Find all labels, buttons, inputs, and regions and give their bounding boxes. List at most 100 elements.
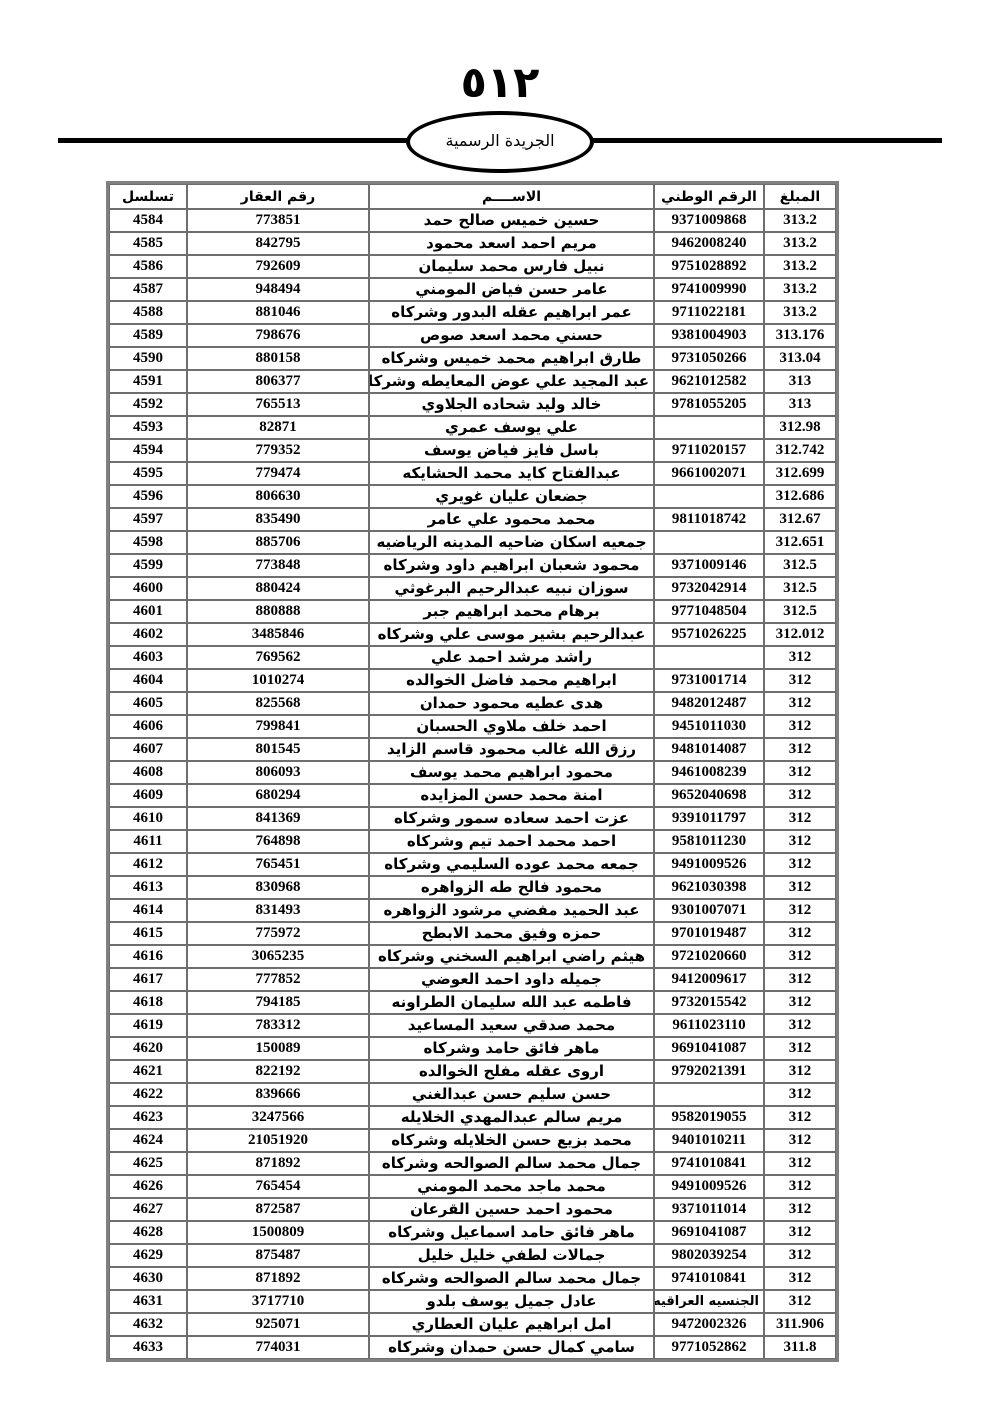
cell-amount: 312 [764,876,836,899]
cell-serial: 4629 [109,1244,187,1267]
table-row: 313 9621012582 عبد المجيد علي عوض المعايطه… [109,370,836,393]
cell-amount: 312.699 [764,462,836,485]
table-row: 312 9582019055 مريم سالم عبدالمهدي الخلايل… [109,1106,836,1129]
cell-property-number: 830968 [187,876,369,899]
table-row: 312 9491009526 محمد ماجد محمد المومني 76545… [109,1175,836,1198]
cell-name: محمود فالح طه الزواهره [369,876,654,899]
cell-amount: 312 [764,1198,836,1221]
cell-serial: 4589 [109,324,187,347]
cell-national-number: 9802039254 [654,1244,764,1267]
cell-name: محمود احمد حسين القرعان [369,1198,654,1221]
cell-amount: 312.5 [764,554,836,577]
cell-property-number: 1500809 [187,1221,369,1244]
cell-amount: 312.5 [764,600,836,623]
cell-property-number: 779474 [187,462,369,485]
cell-serial: 4618 [109,991,187,1014]
cell-property-number: 842795 [187,232,369,255]
table-row: 312 9741010841 جمال محمد سالم الصوالحه وشر… [109,1267,836,1290]
cell-amount: 312 [764,646,836,669]
cell-serial: 4621 [109,1060,187,1083]
column-header-national-number: الرقم الوطني [654,184,764,209]
cell-name: باسل فايز فياض يوسف [369,439,654,462]
cell-national-number: 9771048504 [654,600,764,623]
cell-national-number: 9451011030 [654,715,764,738]
cell-serial: 4610 [109,807,187,830]
table-body: 313.2 9371009868 حسين خميس صالح حمد 773851 4… [109,209,836,1359]
cell-property-number: 806630 [187,485,369,508]
cell-name: مريم احمد اسعد محمود [369,232,654,255]
cell-national-number: الجنسيه العراقيه [654,1290,764,1313]
cell-serial: 4613 [109,876,187,899]
cell-amount: 312.67 [764,508,836,531]
cell-name: امنة محمد حسن المزايده [369,784,654,807]
gazette-table: المبلغ الرقم الوطني الاســــم رقم العقار… [106,181,839,1362]
cell-national-number: 9741010841 [654,1267,764,1290]
cell-national-number: 9711020157 [654,439,764,462]
cell-name: جمعه محمد عوده السليمي وشركاه [369,853,654,876]
cell-property-number: 841369 [187,807,369,830]
cell-property-number: 822192 [187,1060,369,1083]
cell-name: فاطمه عبد الله سليمان الطراونه [369,991,654,1014]
cell-serial: 4624 [109,1129,187,1152]
cell-name: مريم سالم عبدالمهدي الخلايله [369,1106,654,1129]
cell-property-number: 798676 [187,324,369,347]
table-row: 312 9741010841 جمال محمد سالم الصوالحه وشر… [109,1152,836,1175]
cell-amount: 312 [764,692,836,715]
cell-property-number: 880158 [187,347,369,370]
table-row: 312 9731001714 ابراهيم محمد فاضل الخوالده 1… [109,669,836,692]
cell-name: حسن سليم حسن عبدالغني [369,1083,654,1106]
cell-serial: 4608 [109,761,187,784]
cell-national-number: 9391011797 [654,807,764,830]
cell-national-number: 9371009146 [654,554,764,577]
cell-serial: 4605 [109,692,187,715]
cell-serial: 4606 [109,715,187,738]
cell-serial: 4585 [109,232,187,255]
cell-serial: 4626 [109,1175,187,1198]
cell-property-number: 925071 [187,1313,369,1336]
cell-national-number: 9691041087 [654,1221,764,1244]
cell-property-number: 764898 [187,830,369,853]
cell-name: جضعان عليان غويري [369,485,654,508]
cell-property-number: 779352 [187,439,369,462]
cell-name: عبدالرحيم بشير موسى علي وشركاه [369,623,654,646]
cell-national-number: 9741009990 [654,278,764,301]
cell-name: حسين خميس صالح حمد [369,209,654,232]
cell-name: اروى عقله مفلح الخوالده [369,1060,654,1083]
cell-name: احمد خلف ملاوي الحسبان [369,715,654,738]
cell-name: عبد الحميد مفضي مرشود الزواهره [369,899,654,922]
cell-name: سوزان نبيه عبدالرحيم البرغوثي [369,577,654,600]
cell-amount: 311.8 [764,1336,836,1359]
cell-national-number: 9412009617 [654,968,764,991]
cell-amount: 312 [764,1290,836,1313]
cell-national-number: 9482012487 [654,692,764,715]
cell-national-number: 9472002326 [654,1313,764,1336]
cell-name: محمد محمود علي عامر [369,508,654,531]
cell-national-number: 9811018742 [654,508,764,531]
cell-name: جمال محمد سالم الصوالحه وشركاه [369,1152,654,1175]
cell-national-number [654,416,764,439]
cell-property-number: 777852 [187,968,369,991]
cell-serial: 4632 [109,1313,187,1336]
cell-amount: 312 [764,715,836,738]
cell-name: عزت احمد سعاده سمور وشركاه [369,807,654,830]
cell-property-number: 880424 [187,577,369,600]
cell-serial: 4599 [109,554,187,577]
cell-serial: 4602 [109,623,187,646]
cell-national-number: 9371011014 [654,1198,764,1221]
cell-amount: 312 [764,968,836,991]
cell-amount: 312.012 [764,623,836,646]
cell-amount: 312 [764,807,836,830]
column-header-serial: تسلسل [109,184,187,209]
cell-amount: 312 [764,1267,836,1290]
table-row: 313.04 9731050266 طارق ابراهيم محمد خميس و… [109,347,836,370]
cell-amount: 313.04 [764,347,836,370]
column-header-name: الاســــم [369,184,654,209]
cell-amount: 312 [764,830,836,853]
table-row: 311.906 9472002326 امل ابراهيم عليان العطا… [109,1313,836,1336]
cell-serial: 4597 [109,508,187,531]
cell-property-number: 792609 [187,255,369,278]
table-row: 312.5 9732042914 سوزان نبيه عبدالرحيم البر… [109,577,836,600]
cell-national-number: 9751028892 [654,255,764,278]
cell-property-number: 82871 [187,416,369,439]
cell-national-number: 9611023110 [654,1014,764,1037]
